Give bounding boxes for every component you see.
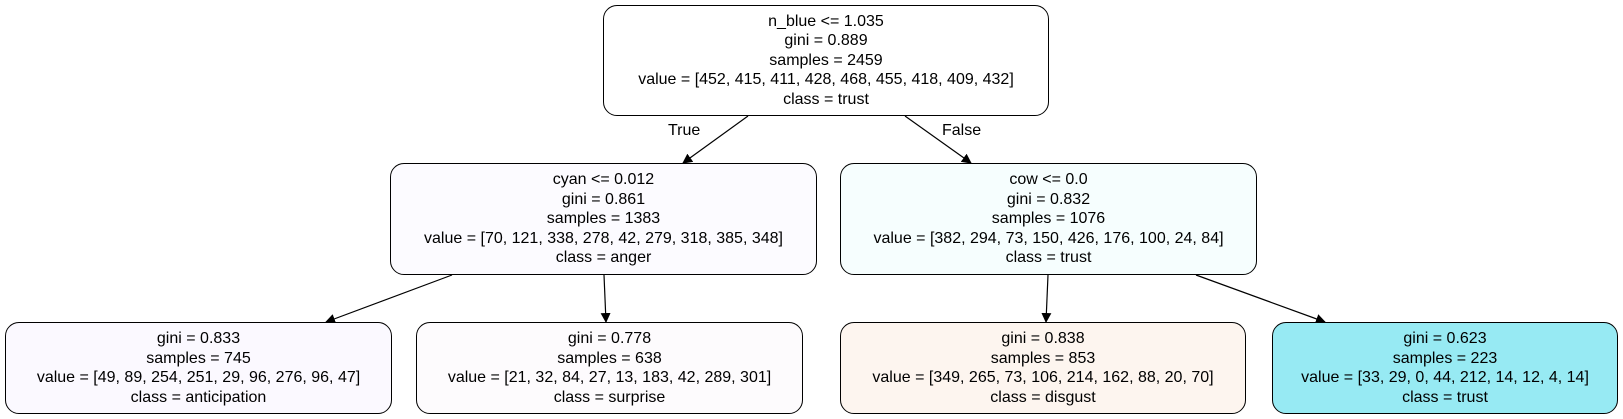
root-samples: samples = 2459 <box>769 51 883 69</box>
ll-gini: gini = 0.833 <box>156 330 241 347</box>
tree-leaf-right-left: gini = 0.838 samples = 853 value = [349,… <box>840 322 1246 414</box>
root-gini: gini = 0.889 <box>784 32 868 50</box>
edge-right-rr <box>1195 274 1326 324</box>
ll-value: value = [49, 89, 254, 251, 29, 96, 276, … <box>36 369 361 386</box>
rl-gini: gini = 0.838 <box>1001 330 1085 347</box>
right-gini: gini = 0.832 <box>1006 190 1091 208</box>
rl-value: value = [349, 265, 73, 106, 214, 162, 88… <box>872 369 1214 386</box>
ll-samples: samples = 745 <box>146 349 251 367</box>
root-value: value = [452, 415, 411, 428, 468, 455, 4… <box>638 71 1014 89</box>
left-gini: gini = 0.861 <box>561 190 646 208</box>
tree-node-root: n_blue <= 1.035 gini = 0.889 samples = 2… <box>603 5 1049 116</box>
rl-class: class = disgust <box>990 388 1096 406</box>
tree-leaf-left-left: gini = 0.833 samples = 745 value = [49, … <box>5 322 392 414</box>
root-split-condition: n_blue <= 1.035 <box>768 12 884 30</box>
lr-class: class = surprise <box>553 388 666 406</box>
ll-class: class = anticipation <box>130 388 267 406</box>
edge-label-false: False <box>942 122 982 139</box>
tree-leaf-right-right: gini = 0.623 samples = 223 value = [33, … <box>1272 322 1618 414</box>
edge-label-true: True <box>668 122 701 139</box>
tree-leaf-left-right: gini = 0.778 samples = 638 value = [21, … <box>416 322 803 414</box>
left-samples: samples = 1383 <box>546 210 661 228</box>
rr-samples: samples = 223 <box>1392 349 1498 367</box>
tree-node-right: cow <= 0.0 gini = 0.832 samples = 1076 v… <box>840 163 1257 275</box>
edge-left-lr <box>600 274 611 323</box>
rr-value: value = [33, 29, 0, 44, 212, 14, 12, 4, … <box>1301 369 1589 386</box>
edge-left-ll <box>325 274 453 324</box>
lr-gini: gini = 0.778 <box>567 330 652 347</box>
right-value: value = [382, 294, 73, 150, 426, 176, 10… <box>873 229 1224 247</box>
edge-root-left <box>682 115 749 164</box>
lr-samples: samples = 638 <box>557 349 662 367</box>
left-split-condition: cyan <= 0.012 <box>552 171 655 189</box>
edge-right-rl <box>1041 274 1052 323</box>
left-value: value = [70, 121, 338, 278, 42, 279, 318… <box>424 229 783 247</box>
tree-node-left: cyan <= 0.012 gini = 0.861 samples = 138… <box>390 163 817 275</box>
right-split-condition: cow <= 0.0 <box>1009 171 1088 189</box>
lr-value: value = [21, 32, 84, 27, 13, 183, 42, 28… <box>447 369 772 386</box>
left-class: class = anger <box>555 249 652 267</box>
right-class: class = trust <box>1005 249 1092 267</box>
right-samples: samples = 1076 <box>991 210 1106 228</box>
root-class: class = trust <box>783 90 869 108</box>
edge-root-right <box>904 115 972 164</box>
rr-class: class = trust <box>1402 388 1488 406</box>
rr-gini: gini = 0.623 <box>1403 330 1487 347</box>
rl-samples: samples = 853 <box>990 349 1096 367</box>
